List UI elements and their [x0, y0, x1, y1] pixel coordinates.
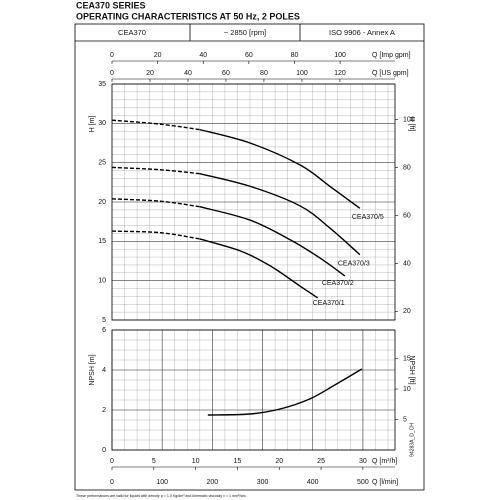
x-axis-label: Q [l/min] — [372, 479, 398, 486]
x-axis-tick-label: 15 — [234, 458, 242, 465]
y2-tick-label: 80 — [403, 164, 411, 171]
x-axis-tick-label: 20 — [275, 458, 283, 465]
curve-dashed — [111, 230, 200, 240]
x-axis-tick-label: 25 — [317, 458, 325, 465]
x-tick-label: 200 — [207, 479, 219, 486]
y-tick-label: 10 — [98, 278, 106, 285]
x-axis-tick-label: 20 — [146, 70, 154, 77]
y-tick-label: 5 — [102, 317, 106, 324]
x-axis-tick-label: 5 — [152, 458, 156, 465]
y-tick-label: 6 — [102, 327, 106, 334]
x-axis-label: Q [m³/h] — [372, 458, 397, 465]
curve — [207, 368, 363, 416]
x-axis-tick-label: 60 — [222, 70, 230, 77]
x-tick-label: 100 — [156, 479, 168, 486]
y-tick-label: 20 — [98, 199, 106, 206]
header-cell: ~ 2850 [rpm] — [224, 28, 266, 37]
x-axis-tick-label: 80 — [260, 70, 268, 77]
x-tick-label: 500 — [357, 479, 369, 486]
curve — [199, 173, 361, 256]
curve-label: CEA370/5 — [352, 214, 384, 221]
y-tick-label: 0 — [102, 447, 106, 454]
drawing-code: 94283A_D_CH — [409, 423, 415, 457]
curve-dashed — [111, 119, 200, 131]
x-tick-label: 400 — [307, 479, 319, 486]
x-axis-label: Q [Imp gpm] — [372, 52, 411, 59]
y2-tick-label: 100 — [403, 116, 415, 123]
y2-axis-label: H [ft] — [408, 117, 415, 132]
y-tick-label: 25 — [98, 160, 106, 167]
footnote: These performances are valid for liquids… — [76, 494, 247, 498]
x-axis-tick-label: 0 — [110, 52, 114, 59]
x-axis-tick-label: 0 — [110, 458, 114, 465]
y2-axis-label: NPSH [ft] — [408, 355, 415, 384]
curve-label: CEA370/1 — [313, 300, 345, 307]
curve-label: CEA370/2 — [322, 280, 354, 287]
y-tick-label: 2 — [102, 407, 106, 414]
header-cell: CEA370 — [118, 28, 146, 37]
y-tick-label: 15 — [98, 238, 106, 245]
x-axis-tick-label: 30 — [359, 458, 367, 465]
y-tick-label: 30 — [98, 120, 106, 127]
x-axis-tick-label: 100 — [334, 52, 346, 59]
x-tick-label: 0 — [110, 479, 114, 486]
y2-tick-label: 10 — [403, 386, 411, 393]
y2-tick-label: 40 — [403, 260, 411, 267]
y-axis-label: NPSH [m] — [89, 354, 96, 385]
y2-tick-label: 15 — [403, 355, 411, 362]
title: CEA370 SERIES — [76, 0, 146, 10]
y2-tick-label: 60 — [403, 212, 411, 219]
y-axis-label: H [m] — [89, 116, 96, 133]
curve — [199, 128, 361, 209]
x-axis-tick-label: 80 — [291, 52, 299, 59]
x-axis-tick-label: 100 — [296, 70, 308, 77]
frame — [74, 23, 425, 491]
x-axis-tick-label: 0 — [110, 70, 114, 77]
x-axis-tick-label: 40 — [184, 70, 192, 77]
x-axis-tick-label: 10 — [192, 458, 200, 465]
y2-tick-label: 5 — [403, 416, 407, 423]
y-tick-label: 35 — [98, 81, 106, 88]
y-tick-label: 4 — [102, 367, 106, 374]
header-cell: ISO 9906 - Annex A — [329, 28, 395, 37]
subtitle: OPERATING CHARACTERISTICS AT 50 Hz, 2 PO… — [76, 11, 300, 21]
x-axis-tick-label: 60 — [245, 52, 253, 59]
curve — [199, 206, 346, 277]
x-axis-tick-label: 20 — [154, 52, 162, 59]
x-axis-tick-label: 40 — [199, 52, 207, 59]
plot-frame — [111, 83, 396, 321]
x-tick-label: 300 — [257, 479, 269, 486]
plot-frame — [111, 329, 396, 451]
curve-label: CEA370/3 — [338, 261, 370, 268]
y2-tick-label: 20 — [403, 308, 411, 315]
curve-dashed — [111, 198, 200, 208]
x-axis-tick-label: 120 — [334, 70, 346, 77]
curve — [199, 238, 319, 299]
curve-dashed — [111, 166, 200, 175]
x-axis-label: Q [US gpm] — [372, 70, 409, 77]
